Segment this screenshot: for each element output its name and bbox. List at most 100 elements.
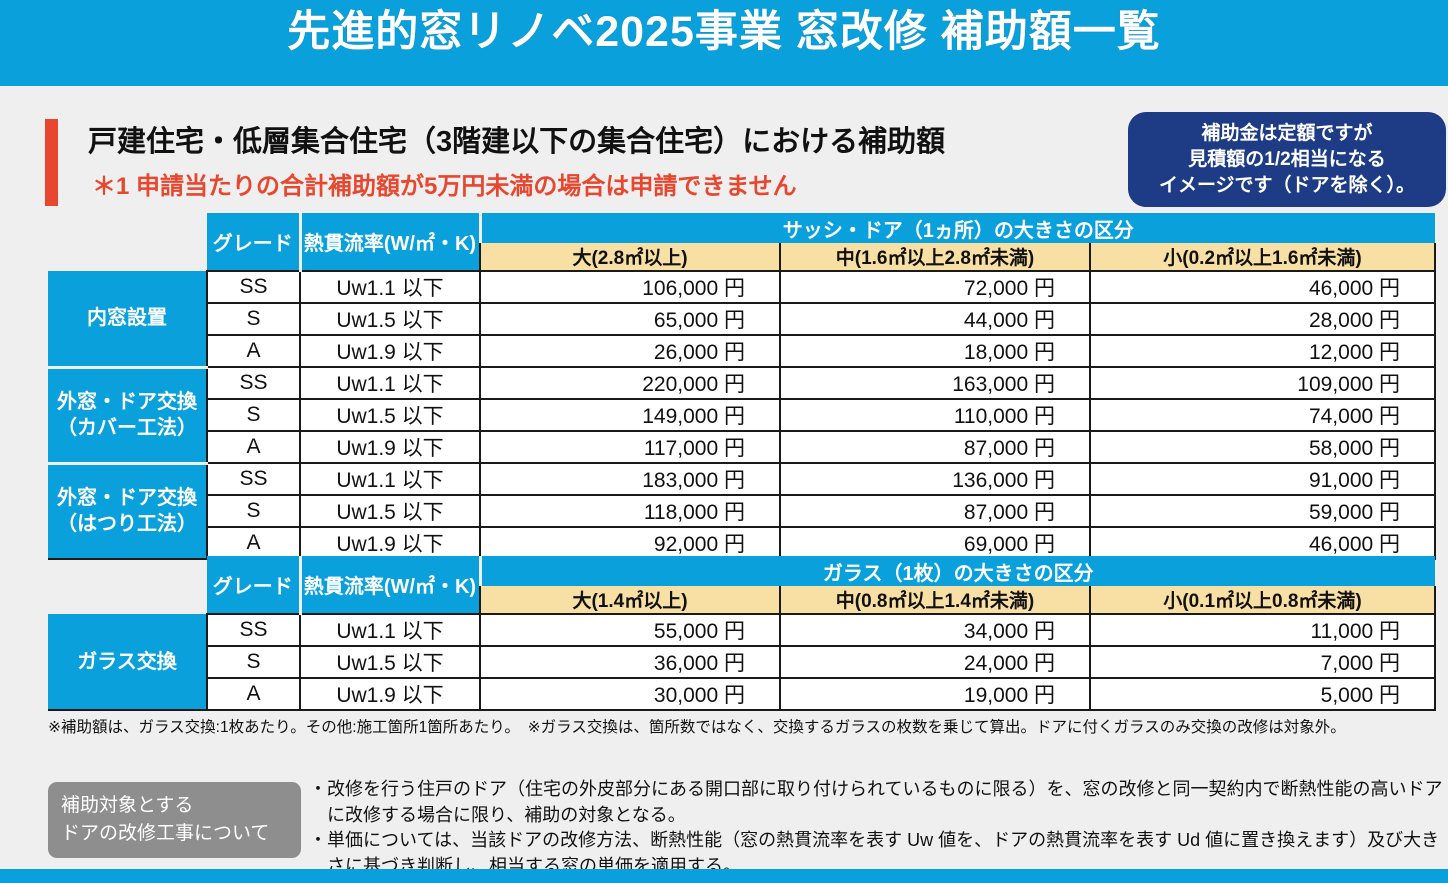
section-warning: ＊1 申請当たりの合計補助額が5万円未満の場合は申請できません [92,173,797,200]
size-header-large: 大(2.8㎡以上) [479,243,781,272]
door-note-label: 補助対象とする ドアの改修工事について [61,795,270,844]
amount-cell: 109,000 円 [1088,366,1437,400]
section-heading: 戸建住宅・低層集合住宅（3階建以下の集合住宅）における補助額 [88,126,946,158]
u-value-cell: Uw1.1 以下 [299,270,481,304]
grade-cell: A [206,526,301,560]
category-cell: 外窓・ドア交換 （カバー工法） [48,365,208,463]
page-title: 先進的窓リノベ2025事業 窓改修 補助額一覧 [287,8,1161,56]
u-value-cell: Uw1.1 以下 [299,462,481,496]
bottom-accent-bar [0,869,1448,883]
size-span-header: ガラス（1枚）の大きさの区分 [478,556,1436,586]
amount-cell: 46,000 円 [1088,526,1437,560]
amount-cell: 220,000 円 [479,366,781,400]
amount-cell: 91,000 円 [1088,462,1437,496]
u-value-cell: Uw1.1 以下 [299,613,481,647]
grade-header: グレード [207,213,300,271]
header-spacer [48,213,207,271]
callout-box: 補助金は定額ですが 見積額の1/2相当になる イメージです（ドアを除く）。 [1128,112,1446,207]
size-header-small: 小(0.2㎡以上1.6㎡未満) [1088,243,1437,272]
amount-cell: 26,000 円 [479,334,781,368]
header-spacer [48,556,207,614]
glass-subsidy-table: グレード 熱貫流率(W/㎡・K) ガラス（1枚）の大きさの区分 大(1.4㎡以上… [48,556,1437,711]
amount-cell: 55,000 円 [479,613,781,647]
red-accent-bar [45,119,58,206]
amount-cell: 117,000 円 [479,430,781,464]
amount-cell: 59,000 円 [1088,494,1437,528]
grade-cell: SS [206,613,301,647]
title-bar: 先進的窓リノベ2025事業 窓改修 補助額一覧 [0,0,1448,86]
door-note-label-box: 補助対象とする ドアの改修工事について [48,782,301,858]
grade-cell: S [206,494,301,528]
u-value-cell: Uw1.5 以下 [299,494,481,528]
amount-cell: 72,000 円 [779,270,1091,304]
grade-cell: SS [206,366,301,400]
amount-cell: 87,000 円 [779,494,1091,528]
size-header-large: 大(1.4㎡以上) [479,586,781,615]
u-value-cell: Uw1.5 以下 [299,398,481,432]
amount-cell: 44,000 円 [779,302,1091,336]
amount-cell: 183,000 円 [479,462,781,496]
table-row: A Uw1.9 以下 117,000 円 87,000 円 58,000 円 [48,430,1437,464]
table-row: S Uw1.5 以下 118,000 円 87,000 円 59,000 円 [48,494,1437,528]
u-value-cell: Uw1.9 以下 [299,526,481,560]
u-value-cell: Uw1.9 以下 [299,430,481,464]
grade-cell: SS [206,462,301,496]
amount-cell: 74,000 円 [1088,398,1437,432]
amount-cell: 7,000 円 [1088,645,1437,679]
table-row: 外窓・ドア交換 （はつり工法） SS Uw1.1 以下 183,000 円 13… [48,461,1437,560]
amount-cell: 118,000 円 [479,494,781,528]
table-row: S Uw1.5 以下 36,000 円 24,000 円 7,000 円 [48,645,1437,679]
door-note-text: ・改修を行う住戸のドア（住宅の外皮部分にある開口部に取り付けられているものに限る… [309,777,1443,879]
amount-cell: 5,000 円 [1088,677,1437,711]
grade-cell: A [206,430,301,464]
amount-cell: 163,000 円 [779,366,1091,400]
amount-cell: 36,000 円 [479,645,781,679]
u-value-cell: Uw1.5 以下 [299,302,481,336]
callout-text: 補助金は定額ですが 見積額の1/2相当になる イメージです（ドアを除く）。 [1158,122,1416,196]
category-cell: ガラス交換 [48,614,208,711]
window-subsidy-table: グレード 熱貫流率(W/㎡・K) サッシ・ドア（1ヵ所）の大きさの区分 大(2.… [48,213,1437,560]
amount-cell: 87,000 円 [779,430,1091,464]
table-row: S Uw1.5 以下 65,000 円 44,000 円 28,000 円 [48,302,1437,336]
grade-cell: S [206,645,301,679]
amount-cell: 18,000 円 [779,334,1091,368]
amount-cell: 136,000 円 [779,462,1091,496]
table-row: A Uw1.9 以下 30,000 円 19,000 円 5,000 円 [48,677,1437,711]
u-value-cell: Uw1.9 以下 [299,334,481,368]
grade-cell: SS [206,270,301,304]
u-value-cell: Uw1.9 以下 [299,677,481,711]
u-value-cell: Uw1.1 以下 [299,366,481,400]
amount-cell: 65,000 円 [479,302,781,336]
table-row: 内窓設置 SS Uw1.1 以下 106,000 円 72,000 円 46,0… [48,270,1437,367]
amount-cell: 149,000 円 [479,398,781,432]
size-header-small: 小(0.1㎡以上0.8㎡未満) [1088,586,1437,615]
size-header-medium: 中(1.6㎡以上2.8㎡未満) [779,243,1091,272]
size-span-header: サッシ・ドア（1ヵ所）の大きさの区分 [478,213,1436,243]
table-row: ガラス交換 SS Uw1.1 以下 55,000 円 34,000 円 11,0… [48,613,1437,711]
u-value-cell: Uw1.5 以下 [299,645,481,679]
amount-cell: 92,000 円 [479,526,781,560]
grade-header: グレード [207,556,300,614]
table-row: A Uw1.9 以下 92,000 円 69,000 円 46,000 円 [48,526,1437,560]
amount-cell: 19,000 円 [779,677,1091,711]
grade-cell: A [206,334,301,368]
amount-cell: 24,000 円 [779,645,1091,679]
footnote: ※補助額は、ガラス交換:1枚あたり。その他:施工箇所1箇所あたり。 ※ガラス交換… [48,719,1346,736]
category-cell: 外窓・ドア交換 （はつり工法） [48,461,208,560]
table-row: S Uw1.5 以下 149,000 円 110,000 円 74,000 円 [48,398,1437,432]
grade-cell: A [206,677,301,711]
amount-cell: 28,000 円 [1088,302,1437,336]
u-value-header: 熱貫流率(W/㎡・K) [298,213,480,271]
amount-cell: 30,000 円 [479,677,781,711]
amount-cell: 34,000 円 [779,613,1091,647]
category-cell: 内窓設置 [48,271,208,367]
amount-cell: 110,000 円 [779,398,1091,432]
grade-cell: S [206,302,301,336]
amount-cell: 11,000 円 [1088,613,1437,647]
size-header-medium: 中(0.8㎡以上1.4㎡未満) [779,586,1091,615]
grade-cell: S [206,398,301,432]
amount-cell: 12,000 円 [1088,334,1437,368]
door-note-bullet: ・改修を行う住戸のドア（住宅の外皮部分にある開口部に取り付けられているものに限る… [309,779,1443,825]
amount-cell: 46,000 円 [1088,270,1437,304]
